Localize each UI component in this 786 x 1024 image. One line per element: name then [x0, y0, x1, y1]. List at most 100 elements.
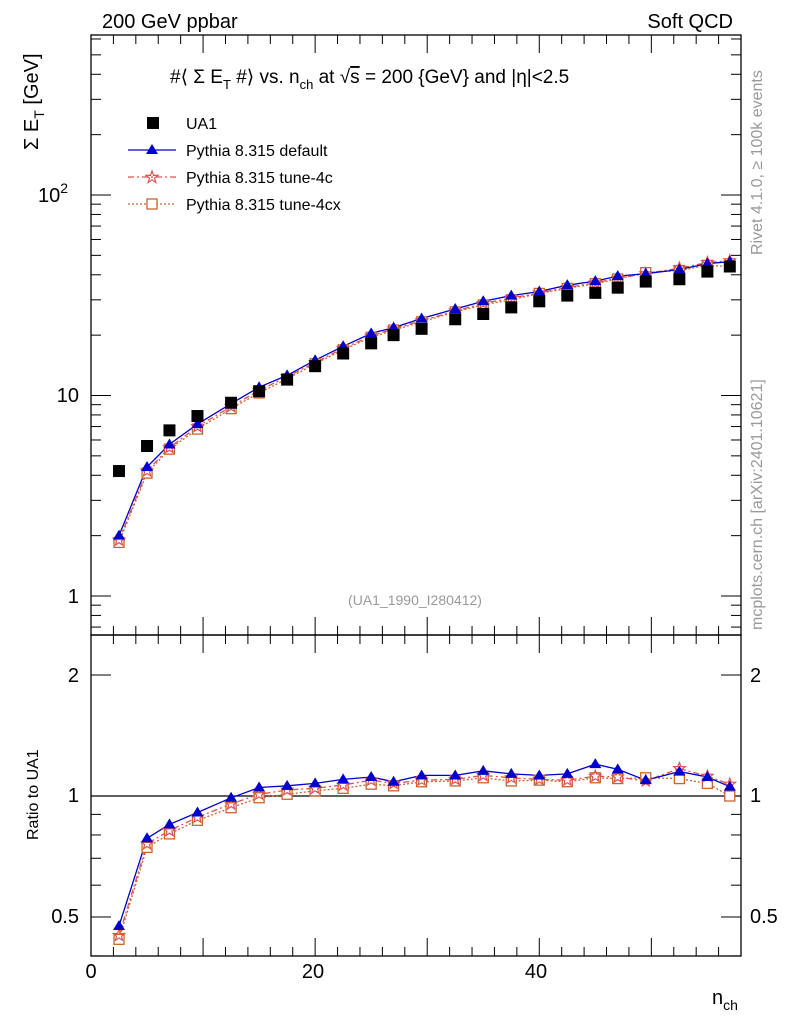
ratio-point-tune4c	[560, 772, 575, 787]
legend-marker-ua1	[147, 117, 159, 129]
ratio-point-tune4c	[223, 796, 239, 811]
ratio-point-default	[561, 767, 574, 778]
legend-label-default: Pythia 8.315 default	[186, 143, 328, 160]
reference-label: (UA1_1990_I280412)	[348, 592, 482, 608]
plot-title: #⟨ Σ ET #⟩ vs. nch at √s = 200 {GeV} and…	[170, 67, 569, 92]
ratio-point-default	[365, 770, 378, 781]
ratio-point-default	[253, 781, 266, 792]
ratio-point-tune4cx	[141, 841, 153, 854]
ratio-point-default	[505, 767, 518, 778]
ratio-point-tune4c	[111, 927, 127, 942]
legend-marker-tune4cx	[146, 198, 158, 210]
point-tune4c	[190, 418, 205, 433]
series-line-tune4cx	[118, 264, 730, 543]
point-ua1	[253, 385, 266, 398]
point-tune4c	[475, 295, 491, 310]
point-ua1	[533, 295, 546, 308]
ratio-point-default	[191, 806, 204, 817]
bot-ytick-05-right: 0.5	[750, 906, 778, 928]
xtick-0: 0	[85, 961, 96, 983]
ratio-point-default	[163, 818, 176, 829]
ratio-point-tune4cx	[253, 792, 265, 804]
point-tune4c	[588, 275, 603, 289]
top-ytick-10: 10	[57, 385, 79, 407]
point-ua1	[387, 329, 400, 342]
ratio-point-default	[113, 919, 126, 930]
point-ua1	[281, 373, 294, 386]
point-ua1	[505, 301, 518, 314]
bot-ytick-1-right: 1	[750, 785, 761, 807]
point-tune4c	[162, 439, 177, 454]
legend: UA1 Pythia 8.315 default Pythia 8.315 tu…	[128, 116, 341, 214]
legend-marker-default	[146, 144, 158, 154]
ratio-line-default	[118, 763, 731, 927]
legend-label-tune4cx: Pythia 8.315 tune-4cx	[186, 197, 341, 214]
ratio-point-tune4cx	[589, 772, 601, 784]
bot-ytick-2-right: 2	[750, 665, 761, 687]
rivet-label: Rivet 4.1.0, ≥ 100k events	[749, 70, 766, 255]
point-ua1	[673, 273, 686, 286]
ratio-point-default	[387, 775, 400, 786]
ratio-point-default	[533, 769, 546, 780]
axis-ticks	[90, 35, 742, 957]
ratio-line-tune4c	[118, 767, 731, 936]
point-ua1	[639, 275, 652, 288]
point-default	[561, 279, 574, 290]
ratio-point-default	[141, 832, 154, 843]
series-line-tune4c	[118, 260, 730, 541]
ratio-point-default	[225, 791, 238, 802]
top-ytick-100: 102	[38, 180, 68, 207]
point-ua1	[477, 307, 490, 320]
ratio-point-tune4c	[588, 768, 603, 783]
point-ua1	[701, 265, 714, 278]
point-ua1	[225, 396, 238, 409]
ratio-point-default	[611, 763, 624, 774]
point-ua1	[415, 322, 428, 335]
point-ua1	[163, 424, 176, 437]
ratio-point-default	[337, 773, 350, 784]
point-ua1	[337, 347, 350, 360]
mcplots-label: mcplots.cern.ch [arXiv:2401.10621]	[749, 379, 766, 630]
point-default	[477, 295, 490, 306]
bot-ytick-2-left: 2	[68, 665, 79, 687]
x-axis-label: nch	[712, 987, 738, 1013]
point-ua1	[113, 465, 126, 478]
point-default	[505, 289, 518, 300]
ratio-point-default	[415, 769, 428, 780]
point-ua1	[191, 410, 204, 423]
ratio-point-default	[673, 765, 686, 776]
point-default	[533, 285, 546, 296]
point-default	[191, 418, 204, 429]
point-default	[163, 438, 176, 449]
point-default	[113, 529, 126, 540]
ratio-point-tune4c	[610, 769, 625, 784]
bottom-ylabel: Ratio to UA1	[25, 749, 42, 840]
ratio-point-default	[309, 777, 322, 788]
ratio-point-default	[723, 780, 736, 791]
top-ytick-1: 1	[68, 586, 79, 608]
legend-marker-tune4c	[144, 169, 160, 185]
point-default	[387, 321, 400, 332]
top-plot-marks	[111, 253, 738, 549]
ratio-point-default	[589, 758, 602, 769]
xtick-20: 20	[302, 961, 324, 983]
point-ua1	[365, 337, 378, 350]
point-ua1	[141, 439, 154, 452]
point-default	[141, 460, 154, 471]
point-ua1	[561, 289, 574, 302]
point-default	[701, 257, 714, 268]
point-default	[415, 312, 428, 323]
point-default	[589, 275, 602, 286]
series-line-default	[118, 261, 730, 536]
point-ua1	[449, 313, 462, 326]
ratio-point-default	[477, 764, 490, 775]
ratio-point-tune4cx	[612, 772, 624, 785]
ratio-point-default	[281, 779, 294, 790]
legend-label-tune4c: Pythia 8.315 tune-4c	[186, 170, 333, 187]
point-default	[673, 263, 686, 274]
point-ua1	[723, 260, 736, 273]
ratio-point-tune4cx	[724, 790, 736, 802]
ratio-point-tune4cx	[113, 933, 125, 945]
ratio-point-tune4cx	[225, 802, 237, 814]
